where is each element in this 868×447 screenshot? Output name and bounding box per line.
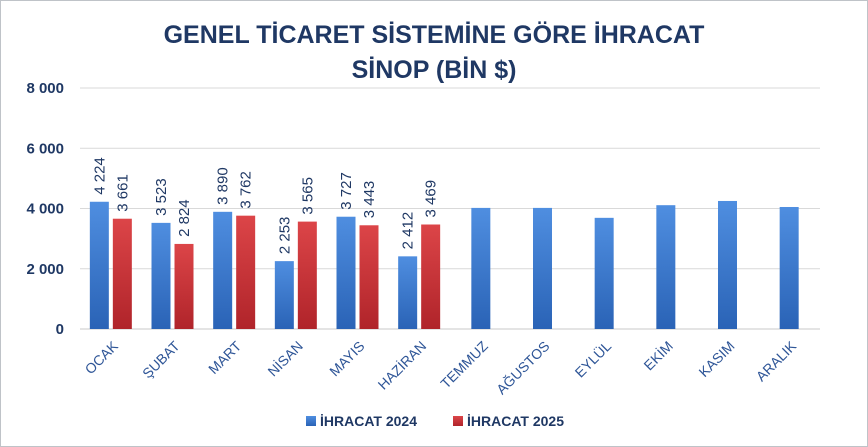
x-tick-label: NİSAN [264, 337, 306, 379]
legend-2025-swatch [453, 416, 463, 426]
data-label: 3 443 [361, 181, 378, 219]
bar-2024 [398, 256, 418, 329]
bar-2025 [297, 221, 317, 329]
data-label: 4 224 [91, 157, 108, 195]
legend-2025-label: İHRACAT 2025 [467, 413, 564, 429]
y-tick-label: 8 000 [26, 80, 64, 97]
x-tick-label: HAZİRAN [374, 337, 429, 392]
x-tick-label: MART [205, 337, 244, 376]
data-label: 3 469 [423, 180, 440, 218]
y-tick-label: 2 000 [26, 261, 64, 278]
data-label: 2 253 [276, 217, 293, 255]
bar-2024 [213, 211, 233, 329]
data-label: 3 727 [338, 172, 355, 210]
x-tick-label: TEMMUZ [437, 338, 491, 392]
bar-2025 [112, 218, 132, 329]
x-tick-label: KASIM [695, 338, 737, 380]
bar-2024 [89, 201, 109, 329]
data-label: 3 523 [153, 178, 170, 216]
data-label: 3 762 [238, 171, 255, 209]
data-label: 3 661 [114, 174, 131, 212]
bar-2024 [718, 200, 737, 329]
bar-2025 [421, 224, 441, 329]
y-tick-label: 0 [56, 321, 64, 338]
bar-2024 [471, 207, 491, 329]
x-tick-label: MAYIS [326, 338, 367, 379]
bar-2024 [779, 206, 799, 329]
x-tick-label: ARALIK [753, 337, 800, 384]
legend-2024-swatch [306, 416, 316, 426]
chart-title: GENEL TİCARET SİSTEMİNE GÖRE İHRACAT [163, 21, 705, 49]
bar-2024 [656, 205, 676, 329]
chart-title-block: GENEL TİCARET SİSTEMİNE GÖRE İHRACAT SİN… [0, 18, 868, 88]
data-label: 3 890 [215, 167, 232, 205]
chart-subtitle: SİNOP (BİN $) [351, 56, 517, 84]
data-label: 2 412 [400, 212, 417, 250]
data-label: 3 565 [299, 177, 316, 215]
y-tick-label: 6 000 [26, 140, 64, 157]
y-tick-label: 4 000 [26, 201, 64, 218]
bar-2025 [236, 215, 256, 329]
bar-2024 [594, 217, 614, 329]
x-tick-label: EYLÜL [571, 337, 615, 381]
legend-2024-label: İHRACAT 2024 [320, 413, 417, 429]
x-tick-label: AĞUSTOS [493, 338, 553, 398]
x-tick-label: EKİM [640, 337, 676, 373]
bar-2024 [336, 216, 356, 329]
bar-2024 [274, 261, 294, 329]
bar-2024 [151, 222, 171, 329]
bar-2025 [359, 225, 379, 329]
bar-2025 [174, 243, 194, 329]
bar-2024 [533, 207, 552, 329]
x-tick-label: OCAK [82, 337, 122, 377]
x-tick-label: ŞUBAT [139, 337, 183, 381]
data-label: 2 824 [176, 199, 193, 237]
